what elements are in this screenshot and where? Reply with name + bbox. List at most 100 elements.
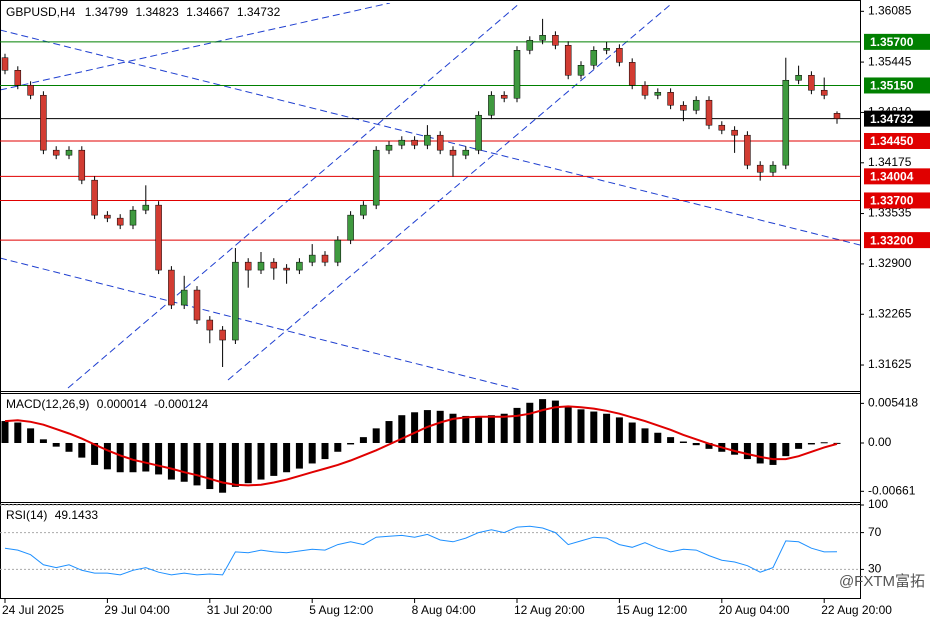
macd-bar — [91, 442, 99, 465]
macd-bar — [769, 442, 777, 465]
candle-body — [232, 261, 239, 341]
level-label: 1.35150 — [870, 79, 914, 93]
x-tick-label: 5 Aug 12:00 — [309, 603, 373, 617]
macd-bar — [385, 421, 393, 443]
candle-body — [513, 50, 521, 99]
candle-body — [692, 99, 700, 111]
macd-bar — [513, 407, 521, 443]
candle-body — [756, 164, 764, 173]
candle-body — [475, 114, 482, 151]
macd-bar — [129, 442, 137, 473]
candle-body — [52, 149, 60, 156]
candle-body — [78, 149, 86, 181]
candle-body — [155, 204, 162, 271]
macd-bar — [180, 442, 188, 482]
macd-bar — [1, 421, 9, 443]
candle-body — [808, 74, 815, 91]
candle-body — [296, 261, 303, 271]
candle-body — [334, 239, 342, 263]
macd-bar — [526, 402, 534, 443]
macd-bar — [500, 413, 508, 443]
macd-bar — [449, 413, 457, 443]
candle-body — [206, 319, 214, 331]
y-tick-label: 0.00 — [868, 435, 892, 449]
candle-body — [667, 92, 674, 106]
y-tick-label: 1.36085 — [868, 3, 912, 17]
signal-line — [4, 405, 838, 487]
symbol-header: GBPUSD,H4 1.34799 1.34823 1.34667 1.3473… — [6, 5, 281, 19]
candle-body — [833, 113, 841, 119]
candle-body — [820, 89, 828, 96]
candle-body — [142, 204, 150, 211]
macd-bar — [641, 428, 649, 443]
rsi-title: RSI(14) — [6, 508, 47, 522]
x-tick-label: 22 Aug 20:00 — [821, 603, 892, 617]
macd-header: MACD(12,26,9) 0.000014 -0.000124 — [6, 397, 208, 411]
close-value: 1.34732 — [237, 5, 281, 19]
macd-bar — [142, 442, 150, 472]
candle-body — [180, 289, 188, 306]
level-label: 1.34004 — [870, 170, 914, 184]
macd-bar — [231, 442, 239, 487]
macd-bar — [679, 441, 687, 443]
macd-bar — [295, 442, 303, 469]
macd-bar — [334, 442, 342, 452]
macd-bar — [14, 422, 22, 443]
level-label-box — [864, 192, 930, 209]
candle-body — [219, 329, 226, 341]
candle-body — [718, 124, 726, 131]
macd-bar — [731, 442, 739, 455]
macd-bar — [257, 442, 265, 480]
macd-bar — [654, 432, 662, 443]
macd-bar — [155, 442, 163, 475]
candle-body — [65, 149, 73, 156]
candle-body — [385, 144, 393, 151]
level-label-box — [864, 33, 930, 50]
level-label-box — [864, 110, 930, 127]
macd-bar — [347, 442, 355, 445]
candle-body — [14, 69, 22, 86]
candle-body — [590, 50, 598, 66]
candle-body — [577, 65, 585, 76]
level-label: 1.34450 — [870, 134, 914, 148]
level-label-box — [864, 168, 930, 185]
macd-bar — [564, 406, 572, 443]
macd-bar — [219, 442, 227, 493]
candle-body — [680, 104, 687, 111]
candle-body — [795, 74, 802, 81]
macd-bar — [52, 442, 60, 447]
rsi-header: RSI(14) 49.1433 — [6, 508, 98, 522]
candle-body — [654, 92, 662, 96]
candle-body — [27, 84, 34, 96]
macd-bar — [577, 409, 585, 443]
candle-body — [321, 254, 329, 263]
macd-bar — [603, 413, 611, 443]
candle-body — [270, 261, 278, 269]
macd-bar — [103, 442, 111, 470]
macd-bar — [283, 442, 291, 473]
macd-bar — [590, 411, 598, 443]
candle-body — [705, 99, 713, 126]
macd-bar — [487, 415, 495, 443]
macd-bar — [321, 442, 329, 460]
candle-body — [628, 62, 636, 86]
candle-body — [603, 48, 610, 51]
trendline — [1, 257, 521, 390]
macd-bar — [270, 442, 278, 476]
plot-area: 1.360851.354451.348101.341751.335351.329… — [0, 3, 930, 617]
candle-body — [398, 139, 406, 146]
y-tick-label: 1.35445 — [868, 54, 912, 68]
y-tick-label: 100 — [868, 497, 888, 511]
x-tick-label: 15 Aug 12:00 — [616, 603, 687, 617]
level-label: 1.33700 — [870, 194, 914, 208]
y-tick-label: 1.32265 — [868, 306, 912, 320]
macd-bar — [551, 400, 559, 443]
y-tick-label: 0.005418 — [868, 396, 918, 410]
macd-bar — [782, 442, 790, 457]
macd-bar — [244, 442, 252, 484]
macd-bar — [539, 399, 547, 443]
x-tick-label: 8 Aug 04:00 — [412, 603, 476, 617]
macd-bar — [692, 442, 700, 446]
macd-bar — [193, 442, 201, 486]
macd-bar — [372, 428, 380, 443]
